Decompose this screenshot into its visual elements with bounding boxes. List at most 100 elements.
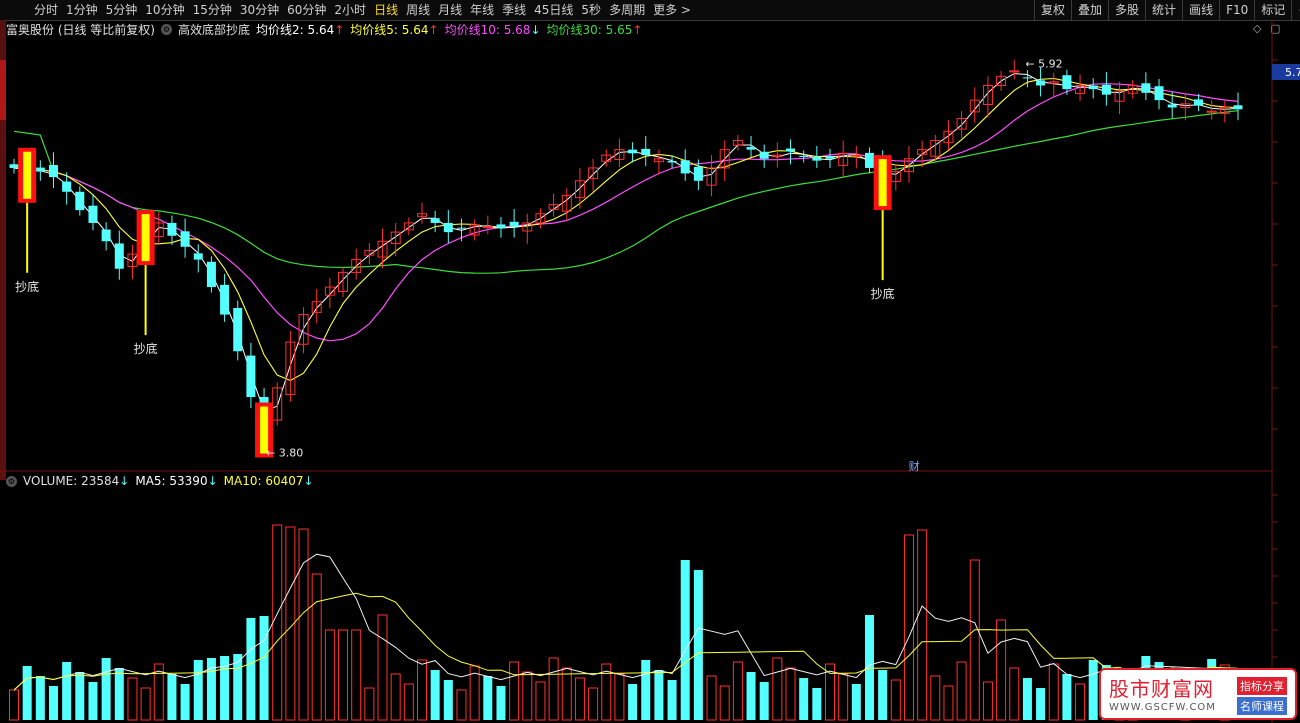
period-tab[interactable]: 分时 (34, 3, 59, 17)
volume-bar-down (759, 682, 769, 720)
volume-legend: ⚙ VOLUME: 23584↓ MA5: 53390↓ MA10: 60407… (6, 473, 320, 489)
candle-body-up (982, 84, 993, 106)
volume-bar-up (456, 689, 467, 721)
candle-body-down (9, 164, 19, 168)
volume-bar-up (996, 619, 1007, 721)
candle-body-up (969, 99, 980, 113)
candle-body-down (1167, 104, 1177, 108)
volume-bar-up (574, 677, 585, 721)
toolbar-button[interactable]: 标记 (1254, 0, 1291, 20)
volume-bar-down (101, 658, 111, 720)
period-tab[interactable]: 年线 (470, 3, 495, 17)
stock-name[interactable]: 富奥股份 (日线 等比前复权) (6, 22, 155, 37)
volume-bar-down (193, 660, 203, 720)
candle-body-up (1009, 70, 1020, 73)
diamond-icon[interactable]: ◇ (1253, 22, 1262, 35)
candle-body-up (482, 226, 493, 229)
ma10-line (13, 83, 1239, 342)
volume-bar-up (930, 675, 941, 721)
side-tab[interactable] (0, 60, 6, 120)
volume-bar-down (693, 570, 703, 720)
candle-body-down (667, 160, 677, 163)
signal-core (23, 151, 32, 199)
volume-bar-up (153, 663, 164, 721)
toolbar-button[interactable]: 画线 (1182, 0, 1219, 20)
toolbar-button[interactable]: +自选 (1291, 0, 1300, 20)
settings-icon[interactable]: ⚙ (161, 23, 172, 35)
period-tab[interactable]: 日线 (374, 3, 399, 17)
watermark-logo: 股市财富网 WWW.GSCFW.COM 指标分享 名师课程 (1099, 668, 1297, 720)
period-tab[interactable]: 15分钟 (192, 3, 232, 17)
volume-bar-up (311, 573, 322, 721)
window-icon[interactable]: ▢ (1270, 22, 1281, 35)
period-tab[interactable]: 5分钟 (105, 3, 138, 17)
volume-bar-up (127, 677, 138, 721)
volume-bar-down (206, 658, 216, 720)
signal-core (260, 406, 269, 454)
vol-ma5-value: MA5: 53390↓ (135, 474, 217, 488)
candle-body-up (1075, 84, 1086, 95)
toolbar-button[interactable]: 复权 (1034, 0, 1071, 20)
period-tab[interactable]: 5秒 (581, 3, 602, 17)
ma30-value: 均价线30: 5.65↑ (547, 21, 643, 38)
toolbar-button[interactable]: 叠加 (1071, 0, 1108, 20)
current-price-text: 5.7 (1285, 66, 1300, 79)
candle-body-down (759, 151, 769, 159)
volume-bar-down (1036, 688, 1046, 720)
period-tab[interactable]: 60分钟 (287, 3, 327, 17)
ma2-line (13, 73, 1239, 412)
volume-bar-up (706, 675, 717, 721)
volume-bar-down (1062, 674, 1072, 720)
period-tab[interactable]: 1分钟 (66, 3, 98, 17)
volume-bar-down (812, 688, 822, 720)
candle-body-up (943, 130, 954, 144)
toolbar-button[interactable]: 多股 (1108, 0, 1145, 20)
volume-settings-icon[interactable]: ⚙ (6, 475, 17, 487)
side-tab[interactable] (0, 120, 6, 480)
toolbar-button[interactable]: 统计 (1145, 0, 1182, 20)
volume-bar-down (114, 668, 124, 720)
candle-body-down (88, 205, 98, 223)
period-tab[interactable]: 更多 > (653, 3, 691, 17)
volume-bar-down (1022, 678, 1032, 720)
candle-body-up (772, 154, 783, 158)
candle-body-up (838, 152, 849, 166)
volume-bar-up (614, 673, 625, 721)
period-tab[interactable]: 周线 (406, 3, 431, 17)
signal-label: 抄底 (134, 341, 158, 356)
candle-body-down (1141, 83, 1151, 93)
volume-bar-up (601, 663, 612, 721)
candle-body-down (509, 221, 519, 227)
down-arrow-icon: ↓ (207, 474, 218, 488)
volume-bar-down (443, 680, 453, 720)
volume-bar-up (943, 685, 954, 721)
volume-bar-up (285, 526, 296, 721)
candle-body-down (496, 224, 506, 229)
current-price-tag (1272, 64, 1300, 80)
side-tab[interactable] (0, 20, 6, 60)
period-tab[interactable]: 多周期 (609, 3, 646, 17)
candle-body-up (311, 301, 322, 313)
period-tab[interactable]: 2小时 (334, 3, 367, 17)
candle-body-down (825, 156, 835, 159)
period-tab[interactable]: 季线 (502, 3, 527, 17)
period-tab[interactable]: 10分钟 (145, 3, 185, 17)
volume-bar-up (917, 529, 928, 721)
candle-body-up (930, 139, 941, 157)
candle-body-up (1180, 103, 1191, 108)
volume-bar-up (890, 679, 901, 721)
period-tab[interactable]: 45日线 (534, 3, 574, 17)
volume-bar-up (838, 673, 849, 721)
volume-bar-down (864, 615, 874, 720)
ma2-value: 均价线2: 5.64↑ (256, 21, 344, 38)
volume-bar-up (825, 663, 835, 721)
period-tab[interactable]: 30分钟 (239, 3, 280, 17)
ma10-value: 均价线10: 5.68↓ (445, 21, 541, 38)
left-side-tabs[interactable] (0, 20, 6, 480)
toolbar-button[interactable]: F10 (1219, 0, 1254, 20)
indicator-name[interactable]: 高效底部抄底 (178, 22, 251, 37)
volume-bar-down (878, 670, 888, 720)
period-tab[interactable]: 月线 (438, 3, 463, 17)
